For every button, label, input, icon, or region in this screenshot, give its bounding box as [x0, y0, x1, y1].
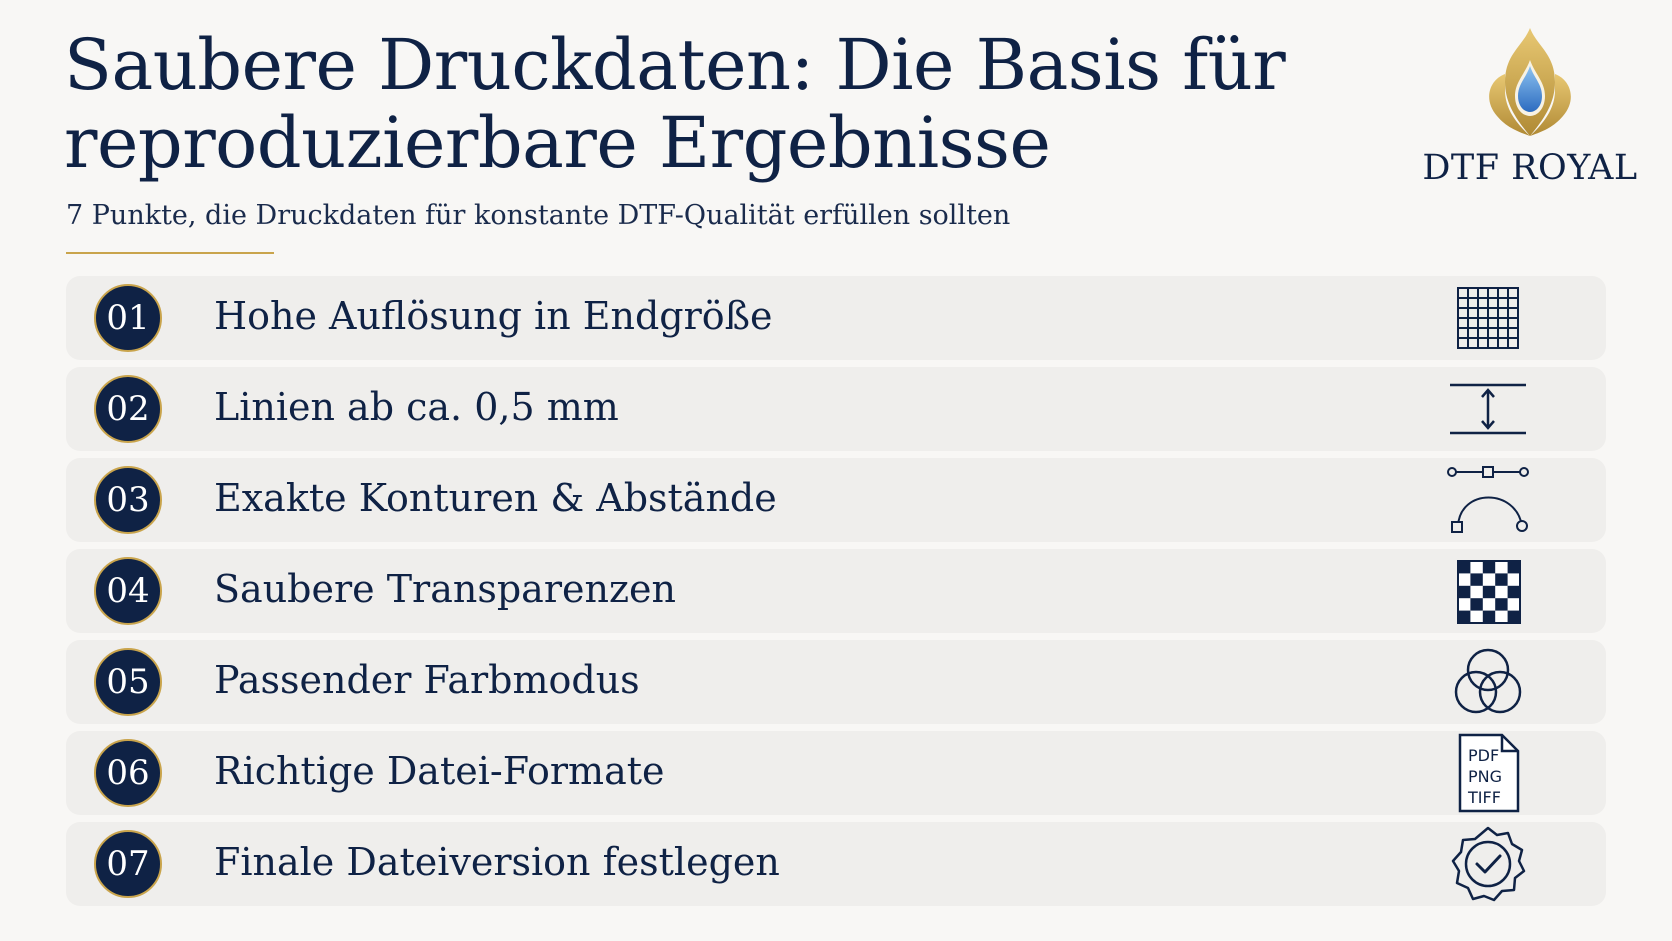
list-item: 03 Exakte Konturen & Abstände — [66, 458, 1606, 542]
item-label: Saubere Transparenzen — [214, 567, 676, 611]
list-item: 07 Finale Dateiversion festlegen — [66, 822, 1606, 906]
color-circles-icon — [1446, 642, 1530, 722]
item-label: Richtige Datei-Formate — [214, 749, 665, 793]
gold-flame-drop-icon — [1489, 28, 1571, 136]
list-item: 02 Linien ab ca. 0,5 mm — [66, 367, 1606, 451]
item-number-badge: 05 — [94, 648, 162, 716]
pixel-grid-icon — [1446, 278, 1530, 358]
item-label: Linien ab ca. 0,5 mm — [214, 385, 619, 429]
list-item: 01 Hohe Auflösung in Endgröße — [66, 276, 1606, 360]
item-number-badge: 06 — [94, 739, 162, 807]
approved-badge-icon — [1446, 824, 1530, 904]
item-number-badge: 02 — [94, 375, 162, 443]
checklist: 01 Hohe Auflösung in Endgröße 02 Linien … — [66, 276, 1606, 913]
line-thickness-icon — [1446, 369, 1530, 449]
item-label: Finale Dateiversion festlegen — [214, 840, 780, 884]
file-formats-icon: PDF PNG TIFF — [1446, 733, 1530, 813]
bezier-curve-icon — [1446, 460, 1530, 540]
item-label: Exakte Konturen & Abstände — [214, 476, 777, 520]
item-number-badge: 01 — [94, 284, 162, 352]
list-item: 04 Saubere Transparenzen — [66, 549, 1606, 633]
format-pdf: PDF — [1468, 746, 1499, 765]
item-number-badge: 04 — [94, 557, 162, 625]
brand-logo: DTF ROYAL — [1420, 24, 1640, 194]
brand-name: DTF ROYAL — [1422, 148, 1638, 188]
item-number-badge: 03 — [94, 466, 162, 534]
format-tiff: TIFF — [1467, 788, 1501, 807]
list-item: 06 Richtige Datei-Formate PDF PNG TIFF — [66, 731, 1606, 815]
item-label: Passender Farbmodus — [214, 658, 640, 702]
transparency-checker-icon — [1446, 551, 1530, 631]
list-item: 05 Passender Farbmodus — [66, 640, 1606, 724]
title-divider — [66, 252, 274, 254]
page-title: Saubere Druckdaten: Die Basis für reprod… — [64, 24, 1286, 184]
format-png: PNG — [1468, 767, 1502, 786]
item-label: Hohe Auflösung in Endgröße — [214, 294, 773, 338]
page-subtitle: 7 Punkte, die Druckdaten für konstante D… — [66, 200, 1011, 231]
item-number-badge: 07 — [94, 830, 162, 898]
